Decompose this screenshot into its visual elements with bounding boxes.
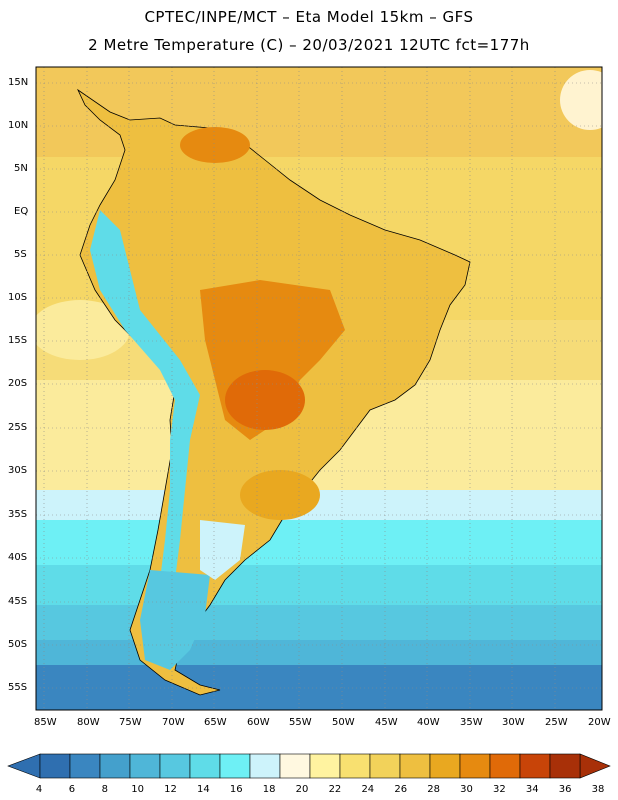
colorbar-value-label: 4 [35, 784, 43, 795]
lon-label: 45W [375, 717, 398, 728]
ocean-band-14c [36, 565, 602, 605]
lon-label: 60W [247, 717, 270, 728]
colorbar-low-arrow [7, 753, 41, 779]
lon-label: 20W [588, 717, 611, 728]
lat-label: 25S [8, 422, 28, 433]
colorbar-value-label: 24 [361, 784, 375, 795]
colorbar-value-label: 10 [131, 784, 144, 795]
colorbar-swatch [279, 753, 311, 779]
map-title-line2: 2 Metre Temperature (C) – 20/03/2021 12U… [88, 36, 530, 54]
map-frame [35, 66, 603, 711]
map-area [36, 67, 602, 710]
lat-label: 10S [8, 292, 28, 303]
ocean-band-16c [36, 520, 602, 565]
lat-label: 40S [8, 552, 28, 563]
lon-label: 75W [119, 717, 142, 728]
colorbar-swatch [99, 753, 131, 779]
lat-label: 45S [8, 596, 28, 607]
lat-label: 30S [8, 465, 28, 476]
lon-label: 30W [502, 717, 525, 728]
colorbar-value-label: 36 [558, 784, 572, 795]
pampas-warm-region [240, 470, 320, 520]
colorbar-swatch [399, 753, 431, 779]
colorbar-swatch [219, 753, 251, 779]
colorbar-swatch [549, 753, 581, 779]
colorbar-value-label: 12 [164, 784, 177, 795]
colorbar-swatch [189, 753, 221, 779]
lon-label: 25W [545, 717, 568, 728]
colorbar-swatch [159, 753, 191, 779]
lat-label: 50S [8, 639, 28, 650]
colorbar-high-arrow [579, 753, 611, 779]
lon-label: 70W [162, 717, 185, 728]
colorbar-swatch [129, 753, 161, 779]
andes-cold-strip [90, 210, 200, 580]
colorbar-swatch [339, 753, 371, 779]
colorbar-value-label: 38 [591, 784, 605, 795]
venezuela-warm-region [180, 127, 250, 163]
colorbar-value-label: 30 [460, 784, 473, 795]
colorbar-swatch [429, 753, 461, 779]
ocean-band-6c [36, 665, 602, 710]
lat-label: EQ [14, 206, 29, 217]
lat-label: 5N [14, 163, 28, 174]
lat-label: 35S [8, 509, 28, 520]
colorbar-swatch [459, 753, 491, 779]
colorbar-swatch [69, 753, 101, 779]
lon-label: 80W [77, 717, 100, 728]
colorbar-value-label: 34 [525, 784, 539, 795]
lon-label: 55W [289, 717, 312, 728]
map-title-line1: CPTEC/INPE/MCT – Eta Model 15km – GFS [144, 8, 474, 26]
colorbar-swatch [369, 753, 401, 779]
atlantic-warm-patch [560, 70, 602, 130]
colorbar-value-label: 28 [427, 784, 440, 795]
ocean-band-12c [36, 605, 602, 640]
lon-label: 35W [460, 717, 483, 728]
lat-label: 55S [8, 682, 28, 693]
patagonia-cool-region [140, 570, 210, 670]
paraguay-hot-spot [225, 370, 305, 430]
ocean-band-north [36, 67, 602, 157]
lon-label: 85W [34, 717, 57, 728]
colorbar-value-label: 18 [262, 784, 276, 795]
lon-label: 50W [332, 717, 355, 728]
lon-label: 65W [204, 717, 227, 728]
lon-label: 40W [417, 717, 440, 728]
colorbar-value-label: 20 [295, 784, 309, 795]
lat-label: 15S [8, 335, 28, 346]
colorbar-value-label: 8 [101, 784, 108, 795]
lat-label: 10N [8, 120, 29, 131]
lat-label: 5S [14, 249, 27, 260]
colorbar-swatch [489, 753, 521, 779]
colorbar-value-label: 22 [328, 784, 342, 795]
colorbar-swatch [249, 753, 281, 779]
colorbar-value-label: 6 [68, 784, 76, 795]
pacific-cool-patch [36, 300, 130, 360]
colorbar-swatch [39, 753, 71, 779]
colorbar-swatch [519, 753, 551, 779]
colorbar-value-label: 26 [394, 784, 408, 795]
lat-label: 15N [8, 77, 29, 88]
colorbar-value-label: 14 [197, 784, 210, 795]
colorbar-value-label: 32 [492, 784, 506, 795]
colorbar-value-label: 16 [229, 784, 243, 795]
colorbar-swatch [309, 753, 341, 779]
ocean-band-10c [36, 640, 602, 665]
southern-cone-region [200, 520, 245, 580]
lat-label: 20S [8, 378, 28, 389]
colorbar [7, 753, 611, 779]
